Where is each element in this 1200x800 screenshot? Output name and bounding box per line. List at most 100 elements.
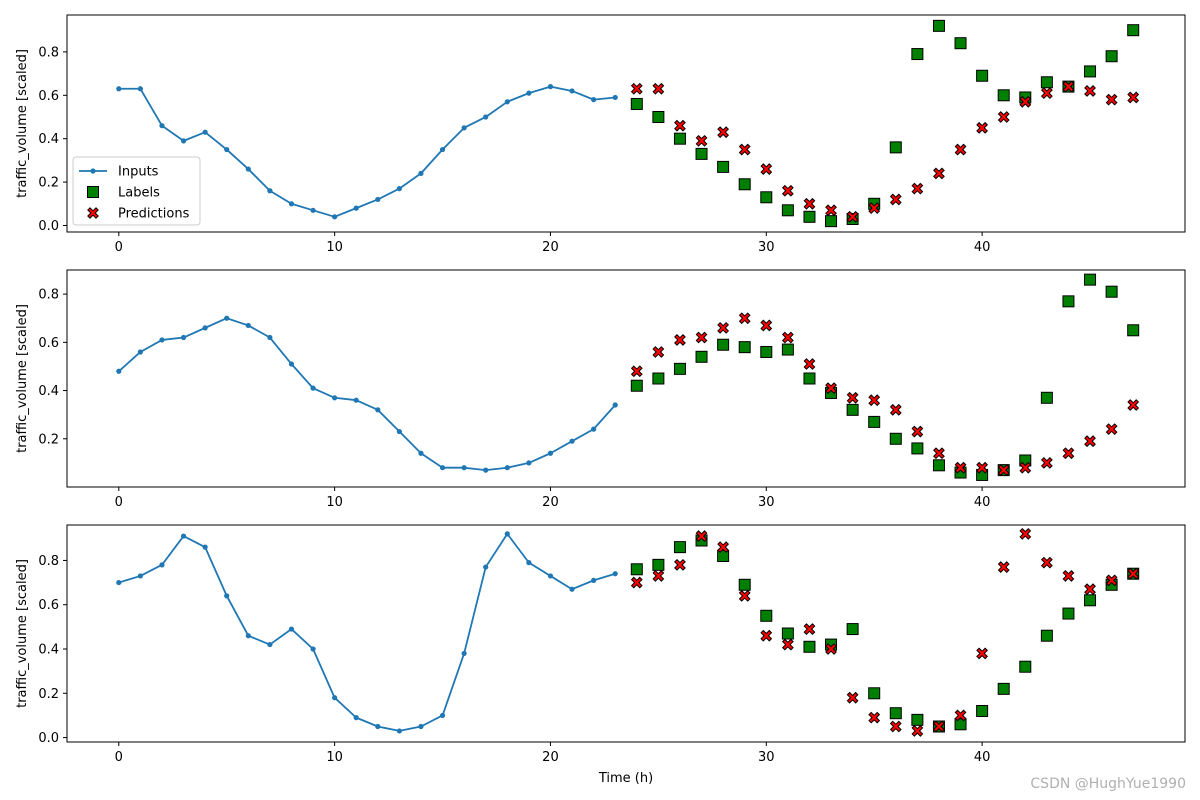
label-point [760,191,773,204]
y-axis-label: traffic_volume [scaled] [15,559,30,708]
inputs-point [137,573,143,579]
prediction-point [695,331,708,344]
inputs-point [310,385,316,391]
label-point [889,141,902,154]
prediction-point [1127,567,1140,580]
inputs-point [526,460,532,466]
label-point [1040,76,1053,89]
watermark: CSDN @HughYue1990 [1030,776,1186,792]
label-point [803,640,816,653]
label-point [868,415,881,428]
label-point [652,110,665,123]
inputs-point [396,186,402,192]
prediction-point [889,193,902,206]
prediction-point [1084,583,1096,596]
y-axis-label: traffic_volume [scaled] [15,304,30,453]
prediction-point [976,647,989,660]
inputs-point [224,315,230,321]
inputs-point [180,533,187,539]
prediction-point [1105,423,1118,436]
inputs-point [547,450,554,456]
prediction-point [911,425,924,438]
x-tick-label: 20 [542,495,559,510]
inputs-point [202,325,208,331]
prediction-point [630,576,643,589]
inputs-line [118,532,616,732]
label-point [976,69,989,82]
x-tick-label: 30 [758,495,775,510]
label-point [781,343,794,356]
inputs-point [332,214,338,220]
prediction-point [1040,87,1053,100]
y-tick-label: 0.0 [38,731,59,746]
y-tick-label: 0.2 [38,432,59,447]
label-point [889,707,902,720]
prediction-point [695,134,708,147]
legend: Inputs Labels Predictions [72,156,201,226]
label-point [846,623,859,636]
inputs-point [159,562,165,568]
prediction-point [976,121,989,134]
prediction-point [781,184,794,197]
inputs-point [332,395,338,401]
x-tick-label: 10 [326,495,343,510]
y-tick-label: 0.8 [38,554,59,569]
inputs-point [418,723,424,730]
prediction-point [825,643,837,655]
inputs-point [375,196,381,203]
prediction-point [933,720,945,733]
prediction-point [868,711,881,724]
inputs-point [332,695,338,701]
prediction-point [846,691,859,704]
prediction-point [1105,93,1118,106]
inputs-point [569,586,575,592]
prediction-point [652,346,665,358]
label-point [932,459,945,472]
prediction-point [889,403,902,416]
inputs-point [288,201,295,207]
prediction-point [803,623,816,635]
label-point [1040,391,1053,404]
inputs-point [353,715,359,721]
prediction-point [760,629,773,642]
x-tick-label: 20 [542,240,559,255]
x-tick-label: 0 [115,750,123,765]
inputs-point [569,438,575,444]
prediction-point [889,720,902,733]
subplot-3: 0 10 20 30 40 0.0 0.2 0.4 0.6 0.8 traffic_volume [… [15,524,1186,786]
label-point [630,379,643,392]
prediction-point [911,725,924,737]
prediction-point [954,143,967,156]
subplot-2: 0 10 20 30 40 0.2 0.4 0.6 0.8 traffic_volume [sca… [15,269,1186,510]
axes-frame [66,269,1186,488]
label-point [803,210,816,223]
x-tick-label: 10 [326,750,343,765]
x-tick-label: 40 [974,240,991,255]
inputs-point [483,114,489,120]
label-point [717,338,730,351]
inputs-point [159,337,165,343]
prediction-point [738,312,751,325]
inputs-point [137,349,143,355]
inputs-point [245,166,251,172]
inputs-point [267,641,273,648]
prediction-point [803,197,816,210]
inputs-point [116,86,122,92]
prediction-point [781,638,794,651]
label-point [954,37,967,50]
inputs-point [547,573,554,579]
inputs-point [267,188,273,194]
prediction-point [1127,91,1140,104]
inputs-point [612,571,618,577]
inputs-point [202,544,208,550]
prediction-point [868,202,881,215]
inputs-point [591,97,597,103]
prediction-point [1127,399,1140,411]
prediction-point [738,589,751,602]
legend-labels-marker [87,186,99,198]
prediction-point [933,447,945,460]
y-tick-label: 0.8 [38,288,59,303]
inputs-line [118,317,616,472]
prediction-point [630,82,643,95]
inputs-point [245,633,251,639]
